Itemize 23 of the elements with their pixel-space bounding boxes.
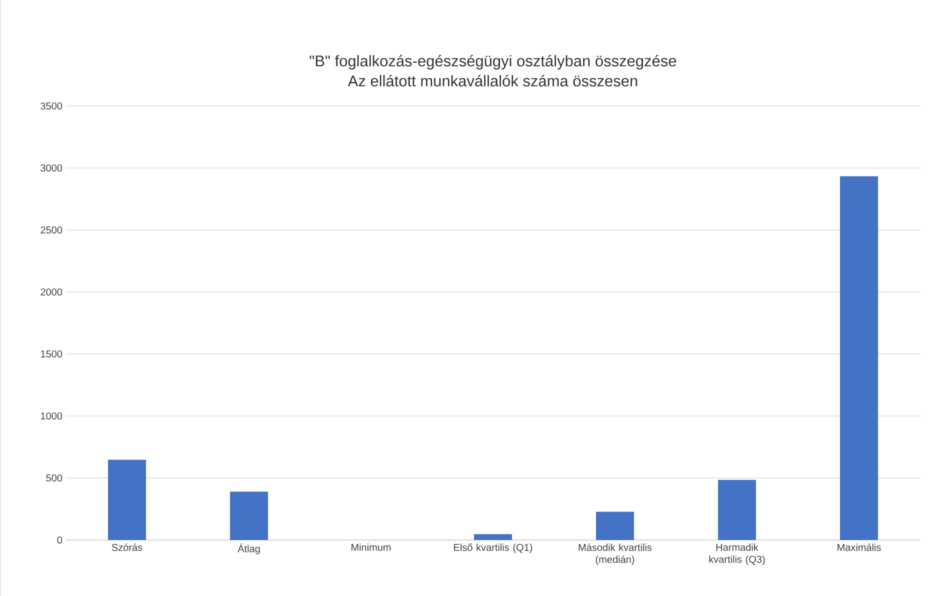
x-tick-label: Maximális [838,544,881,551]
y-tick-label: 2000 [40,288,62,296]
chart-subtitle: Az ellátott munkavállalók száma összesen [348,74,638,86]
x-tick-label: Szórás [112,544,142,551]
x-tick-label: Első kvartilis (Q1) [454,544,532,553]
x-tick-label: Minimum [352,544,391,551]
y-tick-label: 3500 [40,102,62,110]
chart-title: "B" foglalkozás-egészségügyi osztályban összegzése [310,54,676,70]
y-tick-label: 2500 [40,226,62,234]
y-tick-label: 0 [57,536,62,544]
x-tick-label: Második kvartilis (medián) [578,544,652,565]
bar [718,480,756,540]
bar [230,492,268,540]
bar [474,534,512,540]
y-tick-label: 1500 [41,350,62,358]
y-tick-label: 500 [46,474,62,482]
x-tick-label: Harmadik kvartilis (Q3) [709,544,765,565]
x-tick-label: Átlag [238,544,260,554]
bar [596,512,634,540]
bar [840,176,878,540]
y-tick-label: 3000 [40,164,62,172]
bar [108,460,146,540]
y-tick-label: 1000 [41,412,62,420]
